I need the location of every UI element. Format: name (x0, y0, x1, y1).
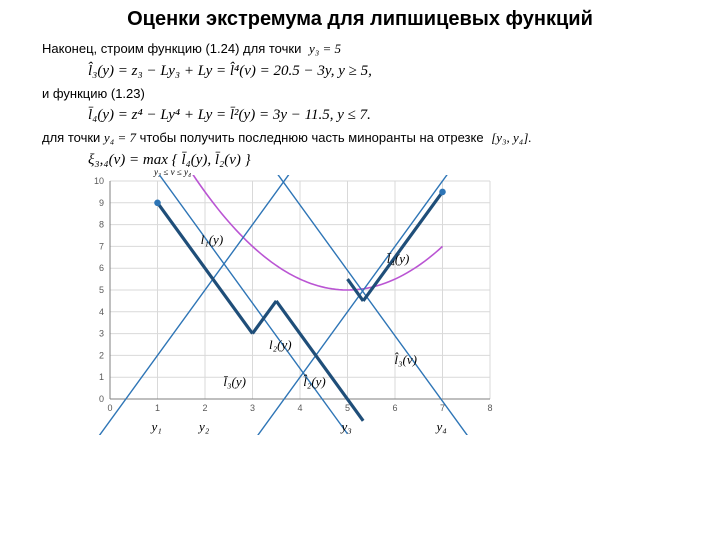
svg-text:2: 2 (202, 403, 207, 413)
chart-container: 012345678910012345678 y₁y₂y₃y₄l₁(y)l̄₄(y… (72, 175, 502, 435)
svg-text:5: 5 (345, 403, 350, 413)
paragraph-2: и функцию (1.23) (42, 86, 678, 101)
p3-math-d: [y₃, y₄]. (491, 130, 531, 145)
formula-2: l̄₄(y) = z⁴ − Ly⁴ + Ly = l̄²(y) = 3y − 1… (88, 107, 678, 124)
svg-text:4: 4 (297, 403, 302, 413)
paragraph-3: для точки y₄ = 7 чтобы получить последню… (42, 130, 678, 146)
line-l4b (253, 175, 467, 435)
bold-segc (276, 301, 363, 421)
formula-3-main: ξ₃,₄(v) = max { l̄₄(y), l̄₂(v) } (88, 152, 251, 168)
svg-text:6: 6 (392, 403, 397, 413)
p3-text-a: для точки (42, 130, 104, 145)
paragraph-1: Наконец, строим функцию (1.24) для точки… (42, 41, 678, 57)
svg-text:1: 1 (99, 372, 104, 382)
svg-text:10: 10 (94, 176, 104, 186)
svg-text:9: 9 (99, 198, 104, 208)
svg-text:3: 3 (99, 329, 104, 339)
line-chart: 012345678910012345678 (72, 175, 502, 435)
bold-segb (253, 301, 277, 334)
svg-text:0: 0 (99, 394, 104, 404)
p3-text-c: чтобы получить последнюю часть миноранты… (140, 130, 484, 145)
svg-text:6: 6 (99, 263, 104, 273)
p1-math: y₃ = 5 (309, 41, 341, 56)
formula-1: l̂₃(y) = z₃ − Ly₃ + Ly = l̂⁴(v) = 20.5 −… (88, 63, 678, 80)
svg-text:3: 3 (250, 403, 255, 413)
line-l2h (267, 175, 500, 435)
svg-text:5: 5 (99, 285, 104, 295)
page-title: Оценки экстремума для липшицевых функций (42, 8, 678, 31)
svg-text:1: 1 (155, 403, 160, 413)
svg-text:8: 8 (99, 220, 104, 230)
svg-text:0: 0 (107, 403, 112, 413)
line-l3b (148, 175, 348, 434)
line-l1 (91, 175, 324, 435)
formula-3: ξ₃,₄(v) = max { l̄₄(y), l̄₂(v) } y₃ ≤ v … (88, 152, 678, 169)
svg-text:2: 2 (99, 350, 104, 360)
svg-text:7: 7 (99, 241, 104, 251)
p3-math: y₄ = 7 (104, 130, 136, 145)
p1-text: Наконец, строим функцию (1.24) для точки (42, 41, 301, 56)
svg-text:8: 8 (487, 403, 492, 413)
svg-text:4: 4 (99, 307, 104, 317)
